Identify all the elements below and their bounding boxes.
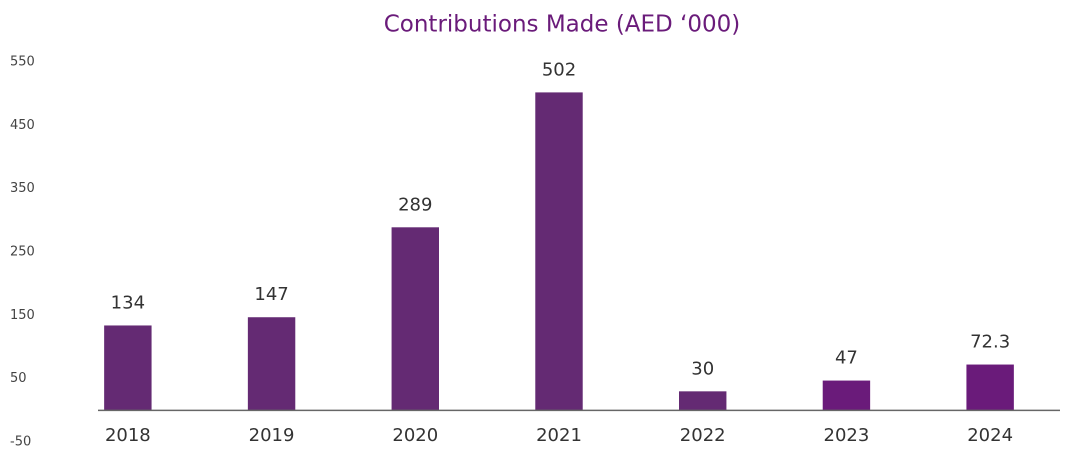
y-tick-label: 150 (10, 308, 35, 323)
bar (966, 364, 1014, 411)
bar (391, 227, 439, 411)
y-tick-label: 250 (10, 245, 35, 260)
x-tick-label: 2021 (536, 425, 582, 446)
data-label: 289 (398, 194, 432, 215)
data-label: 502 (542, 59, 576, 80)
y-tick-label: -50 (10, 435, 31, 450)
chart-title: Contributions Made (AED ‘000) (384, 12, 741, 38)
bar (822, 380, 871, 411)
x-tick-label: 2019 (249, 425, 295, 446)
data-label: 30 (691, 358, 714, 379)
bar (104, 325, 152, 411)
bar (247, 317, 296, 411)
y-tick-label: 450 (10, 118, 35, 133)
data-label: 47 (835, 348, 858, 369)
x-tick-label: 2024 (967, 425, 1013, 446)
data-label: 134 (111, 292, 145, 313)
x-tick-label: 2023 (824, 425, 870, 446)
bar (535, 92, 583, 411)
y-tick-label: 50 (10, 371, 27, 386)
data-label: 72.3 (970, 332, 1010, 353)
bar (679, 391, 727, 411)
x-tick-label: 2022 (680, 425, 726, 446)
x-tick-label: 2018 (105, 425, 151, 446)
y-tick-label: 550 (10, 55, 35, 70)
x-tick-label: 2020 (392, 425, 438, 446)
y-tick-label: 350 (10, 181, 35, 196)
data-label: 147 (254, 284, 288, 305)
